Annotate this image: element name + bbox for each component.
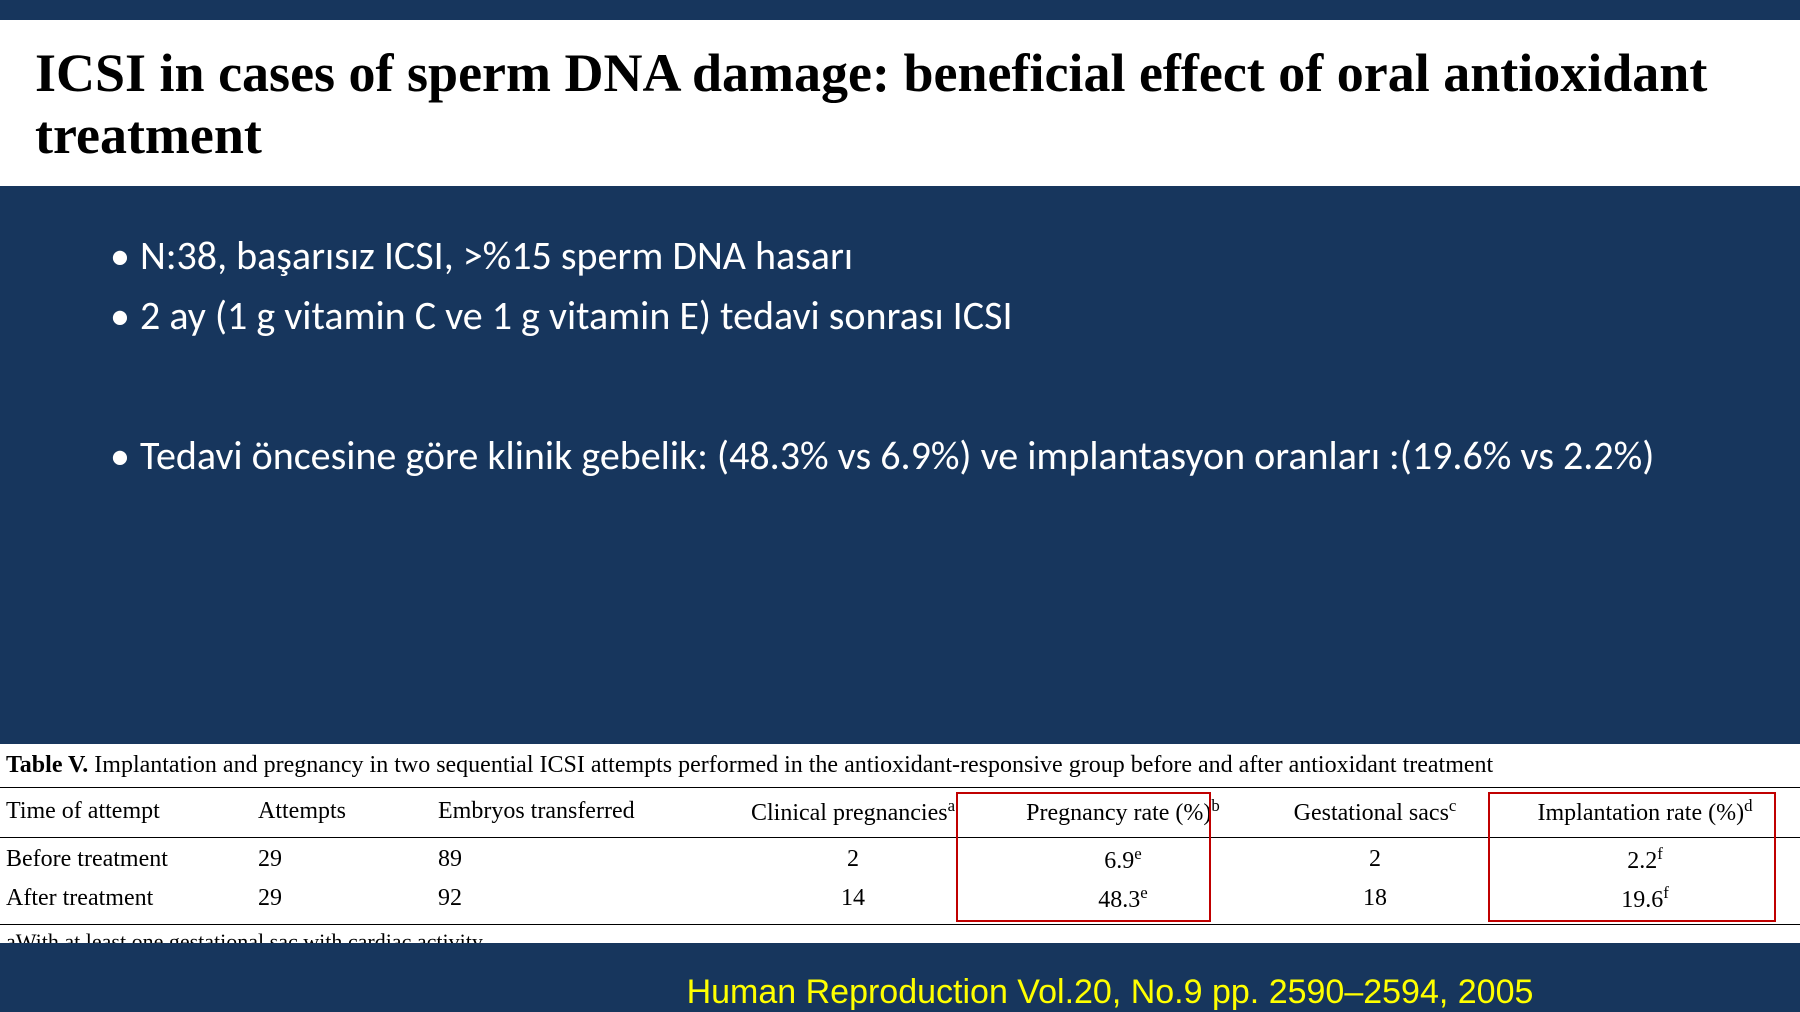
cell-label: Before treatment (0, 838, 252, 878)
bullet-spacer (140, 346, 1700, 426)
cell-clin: 2 (720, 838, 990, 878)
cell-label: After treatment (0, 877, 252, 925)
cell-sacs: 2 (1260, 838, 1494, 878)
cell-impl: 19.6f (1494, 877, 1800, 925)
content-area: N:38, başarısız ICSI, >%15 sperm DNA has… (0, 186, 1800, 744)
table-header-row: Time of attempt Attempts Embryos transfe… (0, 788, 1800, 838)
cell-preg: 6.9e (990, 838, 1260, 878)
cell-attempts: 29 (252, 877, 432, 925)
th-time: Time of attempt (0, 788, 252, 838)
th-clin: Clinical pregnanciesa (720, 788, 990, 838)
bullet-3: Tedavi öncesine göre klinik gebelik: (48… (140, 426, 1700, 486)
cell-impl: 2.2f (1494, 838, 1800, 878)
cell-embryos: 92 (432, 877, 720, 925)
bullet-2: 2 ay (1 g vitamin C ve 1 g vitamin E) te… (140, 286, 1700, 346)
table-caption-text: Implantation and pregnancy in two sequen… (94, 752, 1493, 778)
table-row: After treatment 29 92 14 48.3e 18 19.6f (0, 877, 1800, 925)
slide-title: ICSI in cases of sperm DNA damage: benef… (35, 42, 1765, 166)
table-footnote-partial: aWith at least one gestational sac with … (0, 925, 1800, 943)
th-preg: Pregnancy rate (%)b (990, 788, 1260, 838)
cell-attempts: 29 (252, 838, 432, 878)
cell-preg: 48.3e (990, 877, 1260, 925)
th-impl: Implantation rate (%)d (1494, 788, 1800, 838)
cell-sacs: 18 (1260, 877, 1494, 925)
bullet-1: N:38, başarısız ICSI, >%15 sperm DNA has… (140, 226, 1700, 286)
th-attempts: Attempts (252, 788, 432, 838)
th-sacs: Gestational sacsc (1260, 788, 1494, 838)
data-table: Time of attempt Attempts Embryos transfe… (0, 787, 1800, 925)
top-bar (0, 0, 1800, 20)
table-caption-label: Table V. (6, 752, 88, 778)
table-section: Table V. Implantation and pregnancy in t… (0, 744, 1800, 943)
table-row: Before treatment 29 89 2 6.9e 2 2.2f (0, 838, 1800, 878)
cell-clin: 14 (720, 877, 990, 925)
th-embryos: Embryos transferred (432, 788, 720, 838)
title-block: ICSI in cases of sperm DNA damage: benef… (0, 20, 1800, 186)
table-caption: Table V. Implantation and pregnancy in t… (0, 752, 1800, 787)
cell-embryos: 89 (432, 838, 720, 878)
slide: ICSI in cases of sperm DNA damage: benef… (0, 0, 1800, 1012)
citation: Human Reproduction Vol.20, No.9 pp. 2590… (0, 943, 1800, 1012)
